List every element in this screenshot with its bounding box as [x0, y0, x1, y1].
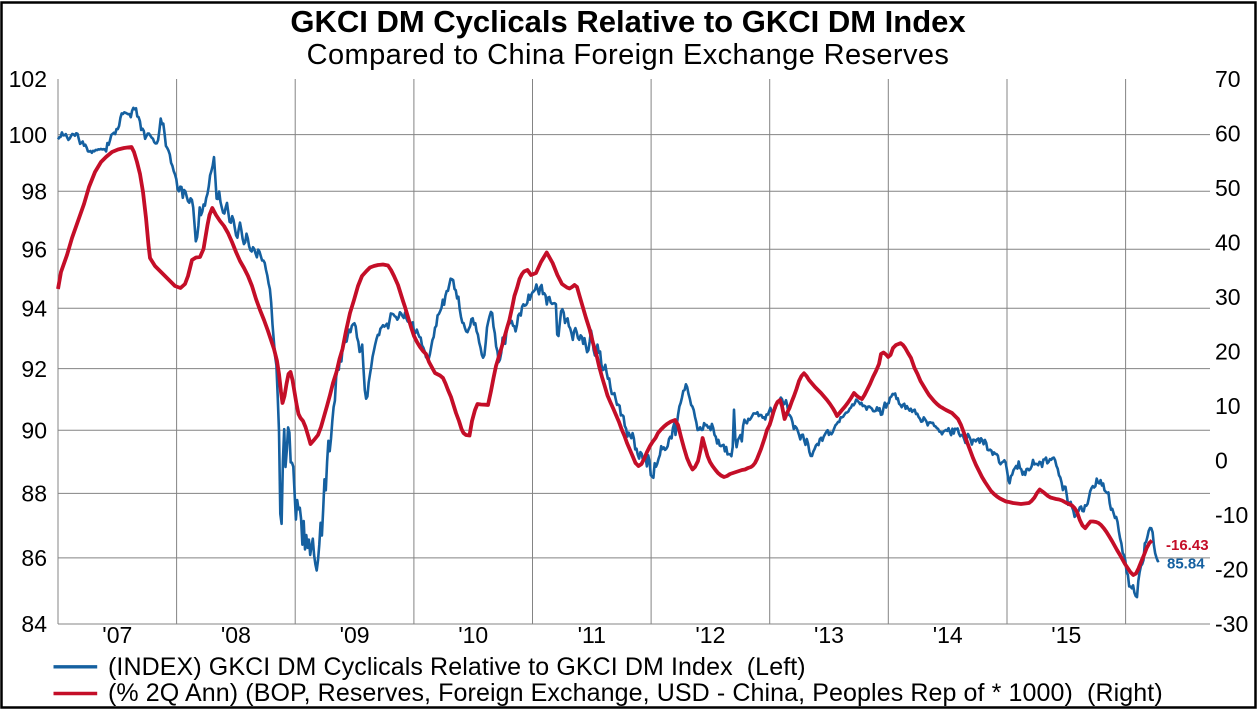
svg-text:-10: -10: [1215, 502, 1248, 528]
svg-text:10: 10: [1215, 393, 1241, 419]
svg-text:88: 88: [21, 481, 47, 507]
svg-text:(% 2Q Ann) (BOP, Reserves, For: (% 2Q Ann) (BOP, Reserves, Foreign Excha…: [108, 679, 1163, 707]
svg-text:96: 96: [21, 236, 47, 262]
svg-text:92: 92: [21, 356, 47, 382]
svg-text:-20: -20: [1215, 557, 1248, 583]
svg-text:'15: '15: [1051, 622, 1081, 648]
svg-text:'11: '11: [578, 622, 606, 648]
svg-text:40: 40: [1215, 230, 1241, 256]
svg-text:'13: '13: [814, 622, 844, 648]
svg-text:102: 102: [9, 66, 47, 92]
svg-text:Compared to China Foreign Exch: Compared to China Foreign Exchange Reser…: [307, 39, 950, 71]
svg-text:50: 50: [1215, 175, 1241, 201]
svg-text:'08: '08: [221, 622, 251, 648]
svg-text:70: 70: [1215, 66, 1241, 92]
svg-text:98: 98: [21, 179, 47, 205]
svg-text:86: 86: [21, 545, 47, 571]
svg-text:(INDEX) GKCI DM Cyclicals Rela: (INDEX) GKCI DM Cyclicals Relative to GK…: [108, 653, 806, 681]
svg-text:'09: '09: [340, 622, 370, 648]
svg-text:0: 0: [1215, 448, 1228, 474]
svg-text:'12: '12: [695, 622, 725, 648]
svg-text:60: 60: [1215, 121, 1241, 147]
svg-text:'10: '10: [458, 622, 488, 648]
svg-text:GKCI DM Cyclicals Relative to: GKCI DM Cyclicals Relative to GKCI DM In…: [290, 4, 966, 39]
svg-text:30: 30: [1215, 284, 1241, 310]
svg-text:-30: -30: [1215, 611, 1248, 637]
svg-text:90: 90: [21, 418, 47, 444]
svg-text:'14: '14: [933, 622, 963, 648]
svg-text:'07: '07: [102, 622, 132, 648]
svg-text:20: 20: [1215, 339, 1241, 365]
svg-text:85.84: 85.84: [1167, 556, 1205, 573]
svg-text:100: 100: [9, 122, 47, 148]
svg-text:94: 94: [21, 296, 47, 322]
svg-text:84: 84: [21, 611, 47, 637]
svg-text:-16.43: -16.43: [1166, 537, 1209, 554]
